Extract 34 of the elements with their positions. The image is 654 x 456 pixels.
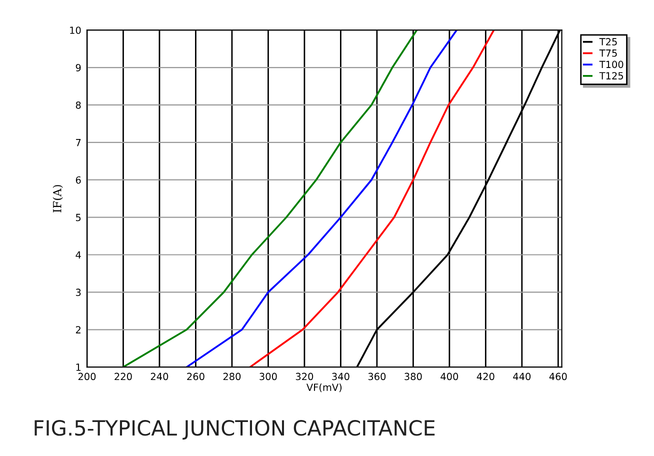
x-tick-label: 420 bbox=[476, 372, 494, 380]
y-tick-label: 10 bbox=[70, 26, 81, 34]
y-tick-label: 2 bbox=[76, 326, 80, 334]
legend-label: T100 bbox=[599, 60, 624, 68]
x-tick-label: 440 bbox=[513, 372, 531, 380]
x-axis-title: VF(mV) bbox=[306, 383, 342, 392]
y-tick-label: 8 bbox=[76, 101, 81, 109]
y-tick-label: 3 bbox=[76, 288, 81, 296]
x-tick-label: 400 bbox=[440, 372, 458, 380]
legend-label: T25 bbox=[599, 38, 617, 46]
legend-label: T125 bbox=[599, 72, 624, 80]
text: FIG.5-TYPICAL JUNCTION CAPACITANCE bbox=[34, 420, 435, 440]
x-tick-label: 260 bbox=[187, 372, 204, 380]
line-series bbox=[249, 30, 495, 368]
x-tick-label: 460 bbox=[549, 372, 567, 380]
y-tick-label: 4 bbox=[76, 251, 81, 258]
y-tick-label: 9 bbox=[76, 64, 81, 72]
y-axis-title: IF(A) bbox=[52, 185, 63, 212]
y-tick-label: 1 bbox=[76, 364, 81, 371]
line-series bbox=[186, 30, 458, 368]
x-tick-label: 200 bbox=[78, 372, 96, 380]
x-tick-label: 280 bbox=[223, 372, 241, 380]
x-tick-label: 300 bbox=[260, 372, 277, 380]
x-tick-label: 360 bbox=[368, 372, 386, 380]
x-tick-label: 220 bbox=[114, 372, 132, 380]
y-tick-label: 5 bbox=[76, 214, 81, 222]
y-tick-label: 6 bbox=[76, 176, 81, 184]
x-tick-label: 320 bbox=[296, 372, 314, 380]
x-tick-label: 340 bbox=[332, 372, 350, 380]
x-tick-label: 240 bbox=[150, 372, 168, 380]
x-tick-label: 380 bbox=[404, 372, 422, 380]
line-series bbox=[122, 30, 418, 368]
legend-label: T75 bbox=[599, 50, 617, 57]
y-tick-label: 7 bbox=[76, 139, 81, 146]
